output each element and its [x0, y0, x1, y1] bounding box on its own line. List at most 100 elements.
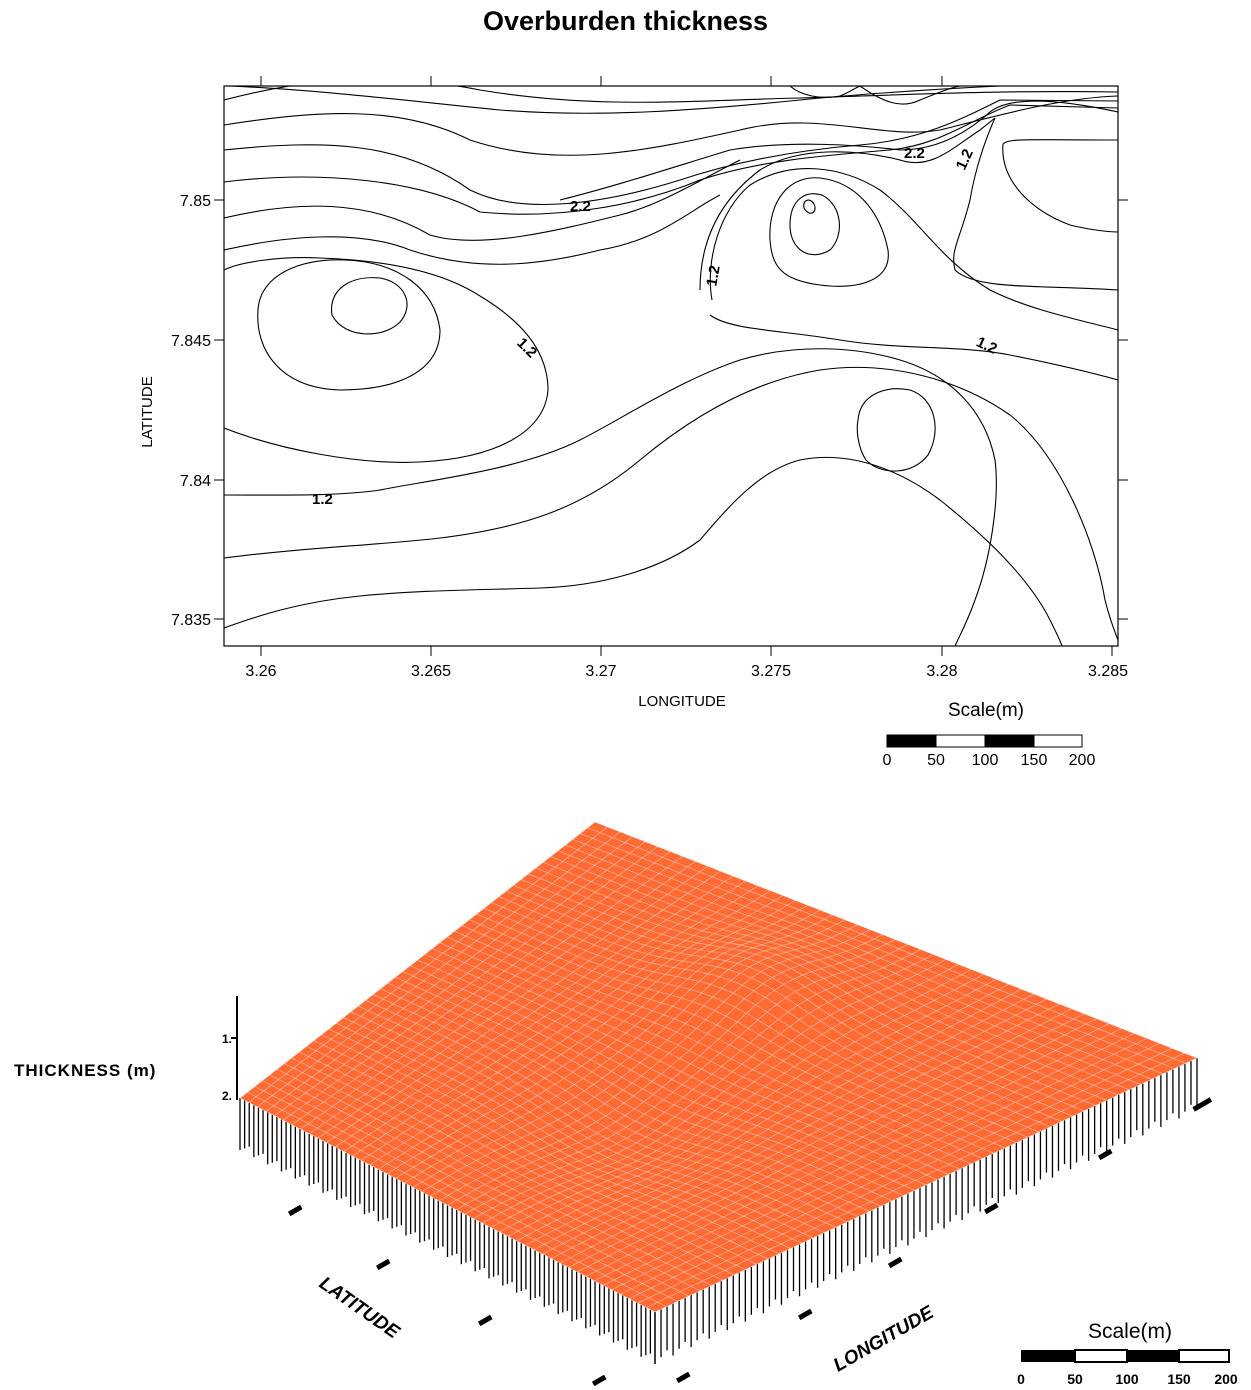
surface-grid-line	[343, 1017, 814, 1239]
plot-frame	[223, 85, 1119, 647]
surface-grid-line	[291, 851, 671, 1126]
surface-mesh	[239, 821, 1198, 1313]
scale-bar-tick: 100	[1115, 1371, 1139, 1387]
surface-grid-line	[404, 914, 834, 1184]
surface-grid-line	[284, 1063, 723, 1281]
surface-grid-line	[542, 993, 1035, 1255]
surface-grid-line	[378, 899, 796, 1170]
surface-grid-line	[446, 936, 972, 1165]
surface-grid-line	[551, 998, 1047, 1259]
contour-label: 1.2	[312, 491, 333, 508]
surface-grid-line	[417, 959, 927, 1186]
surface-grid-line	[568, 1008, 1072, 1268]
surface-grid-line	[402, 971, 904, 1196]
chart-title: Overburden thickness	[482, 6, 769, 36]
contour-plot: 2.2 2.2 1.2 1.2 1.2 1.2 1.2 3.26 3.265 3…	[139, 76, 1128, 769]
contour-label: 2.2	[904, 145, 925, 162]
y-tick-label: 7.85	[180, 193, 211, 210]
surface-grid-line	[239, 821, 596, 1099]
surface-grid-line	[646, 1052, 1185, 1308]
contour-lines	[224, 86, 1118, 646]
surface-grid-line	[421, 923, 859, 1193]
surface-grid-line	[469, 919, 1006, 1149]
surface-grid-line	[395, 976, 893, 1202]
surface-grid-line	[516, 978, 997, 1242]
y-tick-label: 7.835	[171, 612, 211, 629]
scale-bar-tick: 200	[1214, 1371, 1238, 1387]
surface-grid-line	[358, 1005, 836, 1228]
scale-bar-tick: 200	[1069, 752, 1096, 769]
y-axis-title: LATITUDE	[139, 376, 156, 447]
surface-grid-line	[525, 983, 1010, 1246]
surface-grid-line	[528, 873, 1096, 1106]
x-tick-labels: 3.26 3.265 3.27 3.275 3.28 3.285	[245, 663, 1128, 680]
surface-grid-line	[432, 948, 949, 1175]
surface-grid-line	[247, 1091, 667, 1308]
surface-grid-line	[438, 933, 884, 1202]
surface-grid-line	[611, 1033, 1135, 1291]
surface-grid-line	[365, 999, 848, 1223]
x-axis-title: LONGITUDE	[638, 693, 726, 710]
surface-grid-line	[274, 841, 646, 1117]
surface-grid-line	[483, 907, 1028, 1138]
surface-grid-line	[654, 1057, 1198, 1313]
surface-grid-line	[352, 885, 759, 1157]
scale-bar-tick: 50	[1067, 1371, 1083, 1387]
surface-grid-line	[559, 1003, 1060, 1264]
surface-grid-line	[380, 988, 870, 1212]
surface-grid-line	[262, 1080, 690, 1297]
surface-grid-line	[387, 982, 881, 1207]
surface-grid-line	[543, 861, 1119, 1096]
scale-bar-tick: 150	[1167, 1371, 1191, 1387]
surface-fill	[240, 822, 1197, 1312]
surface-grid-line	[602, 1028, 1122, 1286]
surface-grid-line	[594, 1023, 1110, 1282]
surface-grid-line	[313, 1040, 769, 1260]
surface-grid-line	[535, 867, 1107, 1101]
scale-bar-tick: 150	[1021, 752, 1048, 769]
surface-grid-line	[565, 844, 1152, 1080]
surface-grid-line	[490, 963, 959, 1228]
x-tick-label: 3.285	[1088, 663, 1128, 680]
surface-grid-line	[306, 1045, 757, 1265]
surface-grid-line	[499, 968, 972, 1233]
surface-grid-line	[454, 930, 983, 1159]
surface-grid-line	[513, 884, 1073, 1117]
surface-grid-line	[386, 904, 809, 1175]
surface-grid-line	[424, 953, 938, 1181]
surface-grid-line	[282, 846, 658, 1121]
surface-grid-line	[335, 1022, 802, 1244]
surface-grid-line	[360, 890, 771, 1161]
surface-grid-line	[476, 913, 1017, 1144]
x-tick-label: 3.28	[926, 663, 957, 680]
surface-grid-line	[557, 850, 1141, 1085]
surface-grid-line	[321, 1034, 780, 1255]
surface-grid-line	[308, 860, 696, 1135]
z-tick-label: 1.	[222, 1032, 232, 1046]
surface-grid-line	[585, 1018, 1097, 1277]
surface-grid-line	[239, 1097, 656, 1313]
surface-grid-line	[572, 838, 1164, 1075]
surface-grid-line	[317, 865, 709, 1139]
surface-grid-line	[637, 1047, 1173, 1304]
contour-label: 2.2	[570, 198, 591, 215]
scale-bar-label: Scale(m)	[1088, 1320, 1172, 1343]
surface-grid-line	[464, 948, 922, 1215]
surface-grid-line	[473, 953, 934, 1220]
surface-grid-line	[587, 827, 1186, 1064]
surface-grid-line	[461, 925, 994, 1154]
surface-grid-line	[481, 958, 947, 1224]
surface-grid-line	[520, 879, 1085, 1112]
surface-grid-line	[328, 1028, 791, 1249]
scale-bar-tick: 100	[972, 752, 999, 769]
surface-grid-line	[506, 890, 1062, 1122]
x-tick-label: 3.26	[245, 663, 276, 680]
surface-scale-bar: Scale(m) 0 50 100 150 200	[1017, 1320, 1238, 1387]
scale-bar-tick: 0	[883, 752, 892, 769]
surface-grid-line	[412, 918, 846, 1188]
surface-grid-line	[265, 836, 633, 1112]
scale-bar: Scale(m) 0 50 100 150 200	[883, 700, 1096, 769]
z-axis-title: THICKNESS (m)	[14, 1061, 156, 1080]
surface-grid-line	[300, 856, 684, 1130]
surface-grid-line	[550, 856, 1130, 1091]
